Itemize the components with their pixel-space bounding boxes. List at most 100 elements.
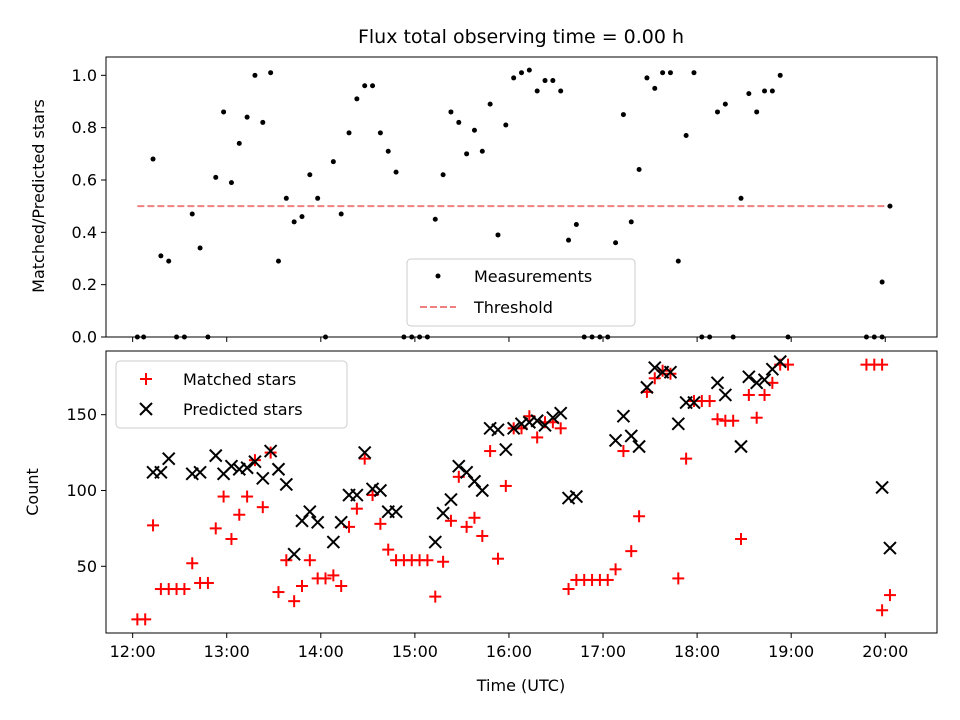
measurement-point <box>636 167 642 173</box>
bottom-x-tick-label: 17:00 <box>580 642 626 661</box>
measurement-point <box>558 88 564 94</box>
predicted-star-point <box>475 483 490 498</box>
predicted-star-point <box>287 547 301 561</box>
predicted-star-point <box>271 462 286 476</box>
measurement-point <box>652 85 658 91</box>
measurement-point <box>714 109 720 115</box>
predicted-star-point <box>742 370 756 384</box>
bottom-x-tick-label: 14:00 <box>298 642 344 661</box>
measurement-point <box>228 180 234 186</box>
measurement-point <box>370 83 376 89</box>
top-legend-box <box>406 258 636 327</box>
predicted-star-point <box>154 465 168 479</box>
matched-star-point <box>382 543 395 556</box>
measurement-point <box>746 91 752 97</box>
matched-star-point <box>876 604 889 617</box>
matched-star-point <box>742 388 755 401</box>
predicted-star-point <box>640 380 654 395</box>
predicted-star-point <box>734 439 748 454</box>
predicted-star-point <box>773 354 787 369</box>
measurement-point <box>213 174 219 180</box>
predicted-stars-legend-marker <box>139 402 153 416</box>
matched-star-point <box>178 583 191 596</box>
predicted-star-point <box>240 461 254 475</box>
measurement-point <box>377 130 383 136</box>
measurement-point <box>166 258 172 264</box>
predicted-star-point <box>546 411 560 425</box>
measurement-point <box>495 232 501 238</box>
top-y-tick-label: 0.6 <box>72 170 97 189</box>
matched-star-point <box>303 554 316 567</box>
predicted-star-point <box>757 373 772 387</box>
matched-star-point <box>186 557 199 570</box>
measurement-point <box>777 72 783 78</box>
matched-star-point <box>664 367 677 380</box>
top-axes-frame <box>105 56 938 338</box>
measurement-point <box>385 148 391 154</box>
predicted-star-point <box>616 409 631 423</box>
predicted-star-point <box>749 376 764 390</box>
predicted-star-point <box>687 395 701 410</box>
measurement-point <box>754 109 760 115</box>
measurement-point <box>511 75 517 81</box>
predicted-star-point <box>350 488 364 502</box>
top-y-tick-label: 0.0 <box>72 328 97 347</box>
matched-star-point <box>468 511 481 524</box>
measurement-point <box>762 88 768 94</box>
matched-star-point <box>327 569 340 582</box>
bottom-x-axis-label: Time (UTC) <box>476 676 565 695</box>
predicted-star-point <box>506 421 521 436</box>
measurement-point <box>330 159 336 165</box>
measurement-point <box>393 169 399 175</box>
measurement-point <box>503 122 509 128</box>
top-chart-title: Flux total observing time = 0.00 h <box>358 26 684 48</box>
measurement-point <box>675 258 681 264</box>
matched-star-point <box>256 501 269 514</box>
matched-stars-legend-label: Matched stars <box>183 370 296 389</box>
matched-star-point <box>491 552 504 565</box>
bottom-x-tick-label: 18:00 <box>674 642 720 661</box>
matched-star-point <box>460 520 473 533</box>
measurement-point <box>275 258 281 264</box>
predicted-star-point <box>648 360 662 375</box>
measurement-point <box>268 70 274 76</box>
matched-star-point <box>201 576 214 589</box>
matched-star-point <box>217 490 230 503</box>
top-axis-ticks: 0.0 0.2 0.4 0.6 0.8 1.0 <box>72 66 886 347</box>
measurement-point <box>534 88 540 94</box>
matched-star-point <box>374 517 387 530</box>
predicted-star-point <box>326 535 341 549</box>
measurement-point <box>158 253 164 259</box>
measurement-point <box>628 219 634 225</box>
measurements-series <box>134 67 893 340</box>
measurement-point <box>479 148 485 154</box>
top-y-tick-label: 0.4 <box>72 223 97 242</box>
predicted-star-point <box>162 451 176 466</box>
predicted-star-point <box>608 433 623 448</box>
matched-star-point <box>335 580 348 592</box>
matched-star-point <box>233 508 246 521</box>
top-y-axis-label: Matched/Predicted stars <box>29 99 48 293</box>
predicted-star-point <box>256 471 270 486</box>
predicted-star-point <box>334 515 348 530</box>
matched-star-point <box>625 545 638 558</box>
measurement-point <box>354 96 360 102</box>
measurement-point <box>236 140 242 146</box>
matched-star-point <box>499 479 512 492</box>
matched-star-point <box>727 414 740 427</box>
matched-star-point <box>429 590 442 603</box>
predicted-star-point <box>499 442 513 457</box>
matched-star-point <box>562 583 575 596</box>
top-y-tick-label: 0.8 <box>72 118 97 137</box>
measurement-point <box>464 151 470 157</box>
matched-star-point <box>648 372 661 385</box>
predicted-star-point <box>279 477 294 492</box>
predicted-star-point <box>209 448 223 463</box>
measurement-point <box>769 88 775 94</box>
top-y-tick-label: 1.0 <box>72 66 97 85</box>
bottom-x-tick-label: 20:00 <box>862 642 908 661</box>
top-legend: Measurements Threshold <box>406 258 636 327</box>
measurement-point <box>221 109 227 115</box>
predicted-star-point <box>248 454 262 469</box>
measurement-point <box>307 172 313 178</box>
